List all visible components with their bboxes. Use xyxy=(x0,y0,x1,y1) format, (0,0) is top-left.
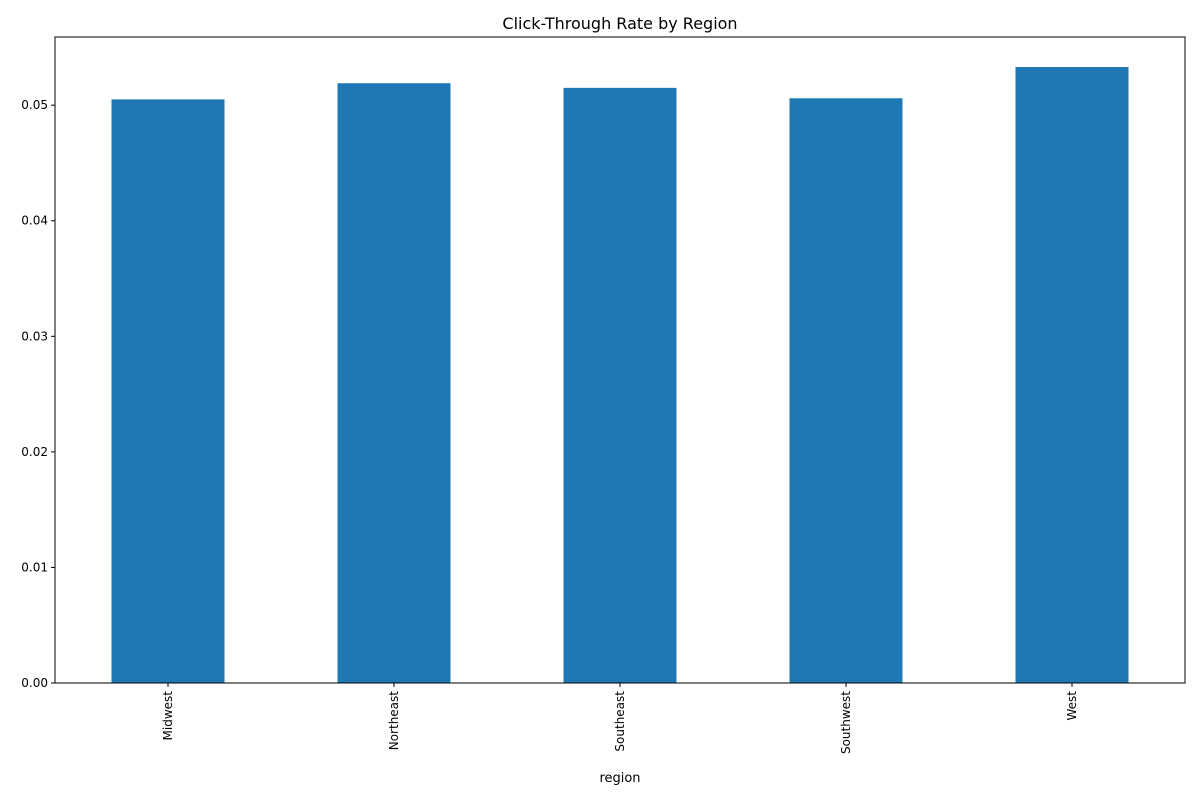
x-axis: Midwest Northeast Southeast Southwest West xyxy=(161,683,1079,754)
y-tick-label: 0.01 xyxy=(21,560,48,574)
bars-group xyxy=(111,67,1129,683)
y-tick-label: 0.00 xyxy=(21,676,48,690)
y-tick-label: 0.04 xyxy=(21,214,48,228)
chart-title: Click-Through Rate by Region xyxy=(502,14,737,33)
y-tick-label: 0.02 xyxy=(21,445,48,459)
x-tick-label: Southeast xyxy=(613,691,627,752)
y-axis: 0.00 0.01 0.02 0.03 0.04 0.05 xyxy=(21,98,55,690)
bar-west xyxy=(1015,67,1129,683)
x-tick-label: Northeast xyxy=(387,691,401,751)
bar-southeast xyxy=(563,87,677,683)
x-tick-label: Southwest xyxy=(839,691,853,754)
y-tick-label: 0.05 xyxy=(21,98,48,112)
x-axis-label: region xyxy=(599,771,640,786)
bar-southwest xyxy=(789,98,903,683)
bar-midwest xyxy=(111,99,225,683)
plot-frame xyxy=(54,36,1186,684)
x-tick-label: Midwest xyxy=(161,691,175,741)
x-tick-label: West xyxy=(1065,691,1079,721)
bar-northeast xyxy=(337,83,451,683)
y-tick-label: 0.03 xyxy=(21,329,48,343)
